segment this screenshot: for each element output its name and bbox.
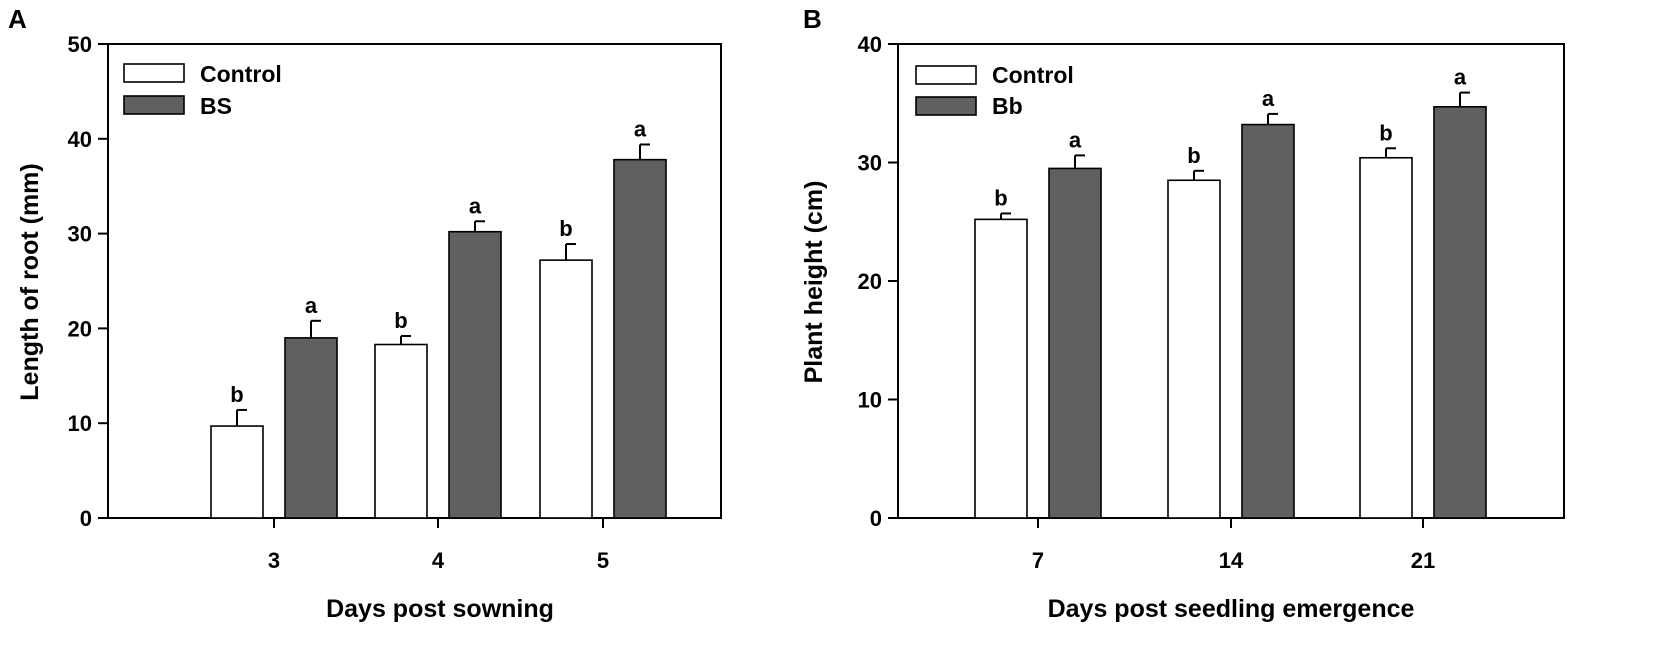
x-tick-label: 14 [1219,548,1244,573]
bar-control-14 [1167,179,1221,519]
significance-label-bb-14: a [1262,86,1275,111]
x-ticks-a: 3 4 5 [268,518,609,573]
y-tick-label: 30 [858,151,882,176]
bars-b: b b b a a a [974,65,1487,519]
y-tick-label: 10 [68,411,92,436]
legend-swatch-bb-b [915,96,977,116]
x-tick-label: 21 [1411,548,1435,573]
x-axis-title-a: Days post sowning [326,595,554,623]
panel-a: A 0 10 20 30 40 50 3 4 5 b b b a a a Days post sowni… [8,4,722,623]
legend-label-control-b: Control [992,62,1074,88]
y-tick-label: 20 [68,316,92,341]
y-tick-label: 40 [68,127,92,152]
legend-b: Control Bb [915,62,1074,119]
x-ticks-b: 7 14 21 [1032,518,1435,573]
significance-label-control-3: b [230,382,243,407]
x-axis-title-b: Days post seedling emergence [1048,595,1415,623]
significance-label-bb-7: a [1069,127,1082,152]
y-tick-label: 10 [858,388,882,413]
bar-bs-4 [448,230,502,519]
bar-control-7 [974,218,1028,519]
y-tick-label: 30 [68,222,92,247]
y-ticks-b: 0 10 20 30 40 [858,32,898,531]
significance-label-control-5: b [559,216,572,241]
legend-label-bs-a: BS [200,93,232,119]
legend-label-bb-b: Bb [992,93,1023,119]
y-ticks-a: 0 10 20 30 40 50 [68,32,108,531]
significance-label-bs-3: a [305,293,318,318]
bar-bb-7 [1048,167,1102,519]
panel-b: B 0 10 20 30 40 7 14 21 b b b a a a Days post seedl… [800,4,1565,623]
significance-label-control-4: b [394,308,407,333]
legend-label-control-a: Control [200,61,282,87]
panel-letter-b: B [803,4,822,34]
bar-control-4 [374,343,428,519]
x-tick-label: 3 [268,548,280,573]
y-tick-label: 20 [858,269,882,294]
y-axis-title-a: Length of root (mm) [16,163,44,400]
bar-bb-21 [1433,106,1487,519]
y-tick-label: 40 [858,32,882,57]
y-axis-title-b: Plant height (cm) [800,181,828,384]
bar-control-3 [210,425,264,519]
x-tick-label: 5 [597,548,609,573]
legend-swatch-control-b [915,65,977,85]
significance-label-bs-4: a [469,193,482,218]
bar-control-21 [1359,156,1413,519]
x-tick-label: 7 [1032,548,1044,573]
bar-bs-3 [284,337,338,519]
significance-label-bb-21: a [1454,65,1467,90]
significance-label-control-21: b [1379,120,1392,145]
legend-swatch-bs-a [123,95,185,115]
legend-swatch-control-a [123,63,185,83]
bar-bs-5 [613,158,667,519]
y-tick-label: 0 [870,506,882,531]
x-tick-label: 4 [432,548,445,573]
significance-label-control-7: b [994,185,1007,210]
legend-a: Control BS [123,61,282,119]
bars-a: b b b a a a [210,116,667,519]
y-tick-label: 50 [68,32,92,57]
y-tick-label: 0 [80,506,92,531]
bar-control-5 [539,259,593,519]
significance-label-control-14: b [1187,143,1200,168]
bar-bb-14 [1241,123,1295,519]
significance-label-bs-5: a [634,116,647,141]
panel-letter-a: A [8,4,27,34]
